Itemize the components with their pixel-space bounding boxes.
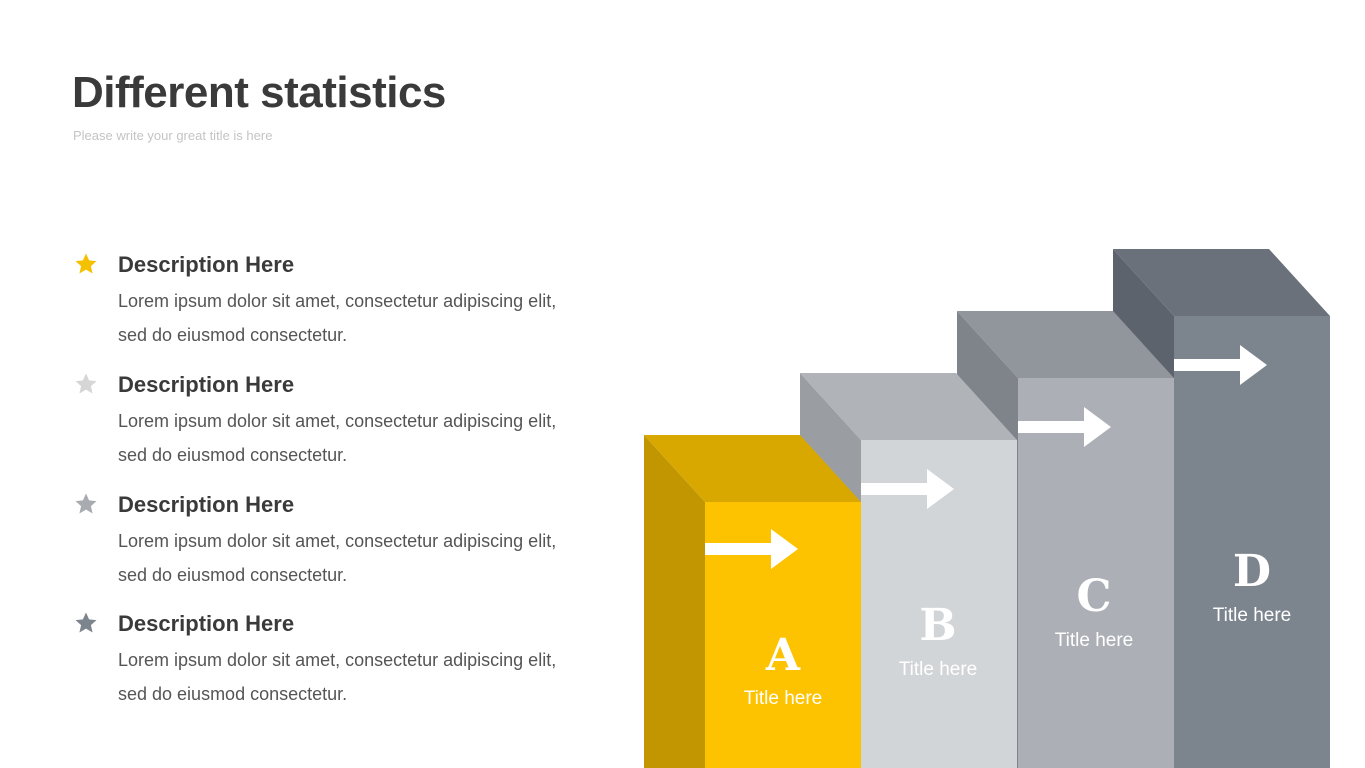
step-front-face xyxy=(705,502,861,768)
page-title: Different statistics xyxy=(72,68,446,117)
arrow-right-icon xyxy=(1018,407,1111,447)
arrow-right-icon xyxy=(861,469,954,509)
step-front-face xyxy=(1174,316,1330,768)
step-caption: Title here xyxy=(1055,630,1134,651)
star-icon xyxy=(75,373,97,394)
step-caption: Title here xyxy=(1213,605,1292,626)
description-item: Description Here Lorem ipsum dolor sit a… xyxy=(72,250,572,352)
step-top-face xyxy=(1113,249,1330,316)
description-text: Lorem ipsum dolor sit amet, consectetur … xyxy=(118,650,557,704)
step-front-face xyxy=(1018,378,1174,768)
page-subtitle: Please write your great title is here xyxy=(73,128,273,143)
description-title: Description Here xyxy=(118,372,295,397)
description-text: Lorem ipsum dolor sit amet, consectetur … xyxy=(118,411,557,465)
description-item: Description Here Lorem ipsum dolor sit a… xyxy=(72,490,572,592)
step-letter: D xyxy=(1233,546,1271,597)
description-title: Description Here xyxy=(118,611,295,636)
step-top-face xyxy=(644,435,861,502)
step-top-face xyxy=(957,311,1174,378)
step-letter: A xyxy=(765,630,801,681)
description-title: Description Here xyxy=(118,492,295,517)
arrow-right-icon xyxy=(705,529,798,569)
step-caption: Title here xyxy=(899,659,978,680)
star-icon xyxy=(75,253,97,274)
description-text: Lorem ipsum dolor sit amet, consectetur … xyxy=(118,531,557,585)
step-letter: B xyxy=(919,600,956,651)
star-icon xyxy=(75,612,97,633)
description-text: Lorem ipsum dolor sit amet, consectetur … xyxy=(118,291,557,345)
step-top-face xyxy=(800,373,1017,440)
arrow-right-icon xyxy=(1174,345,1267,385)
step-side-face xyxy=(644,435,705,768)
description-item: Description Here Lorem ipsum dolor sit a… xyxy=(72,370,572,472)
star-icon xyxy=(75,493,97,514)
step-letter: C xyxy=(1076,571,1111,622)
description-title: Description Here xyxy=(118,252,295,277)
step-caption: Title here xyxy=(744,688,823,709)
description-item: Description Here Lorem ipsum dolor sit a… xyxy=(72,609,572,711)
step-front-face xyxy=(861,440,1017,768)
